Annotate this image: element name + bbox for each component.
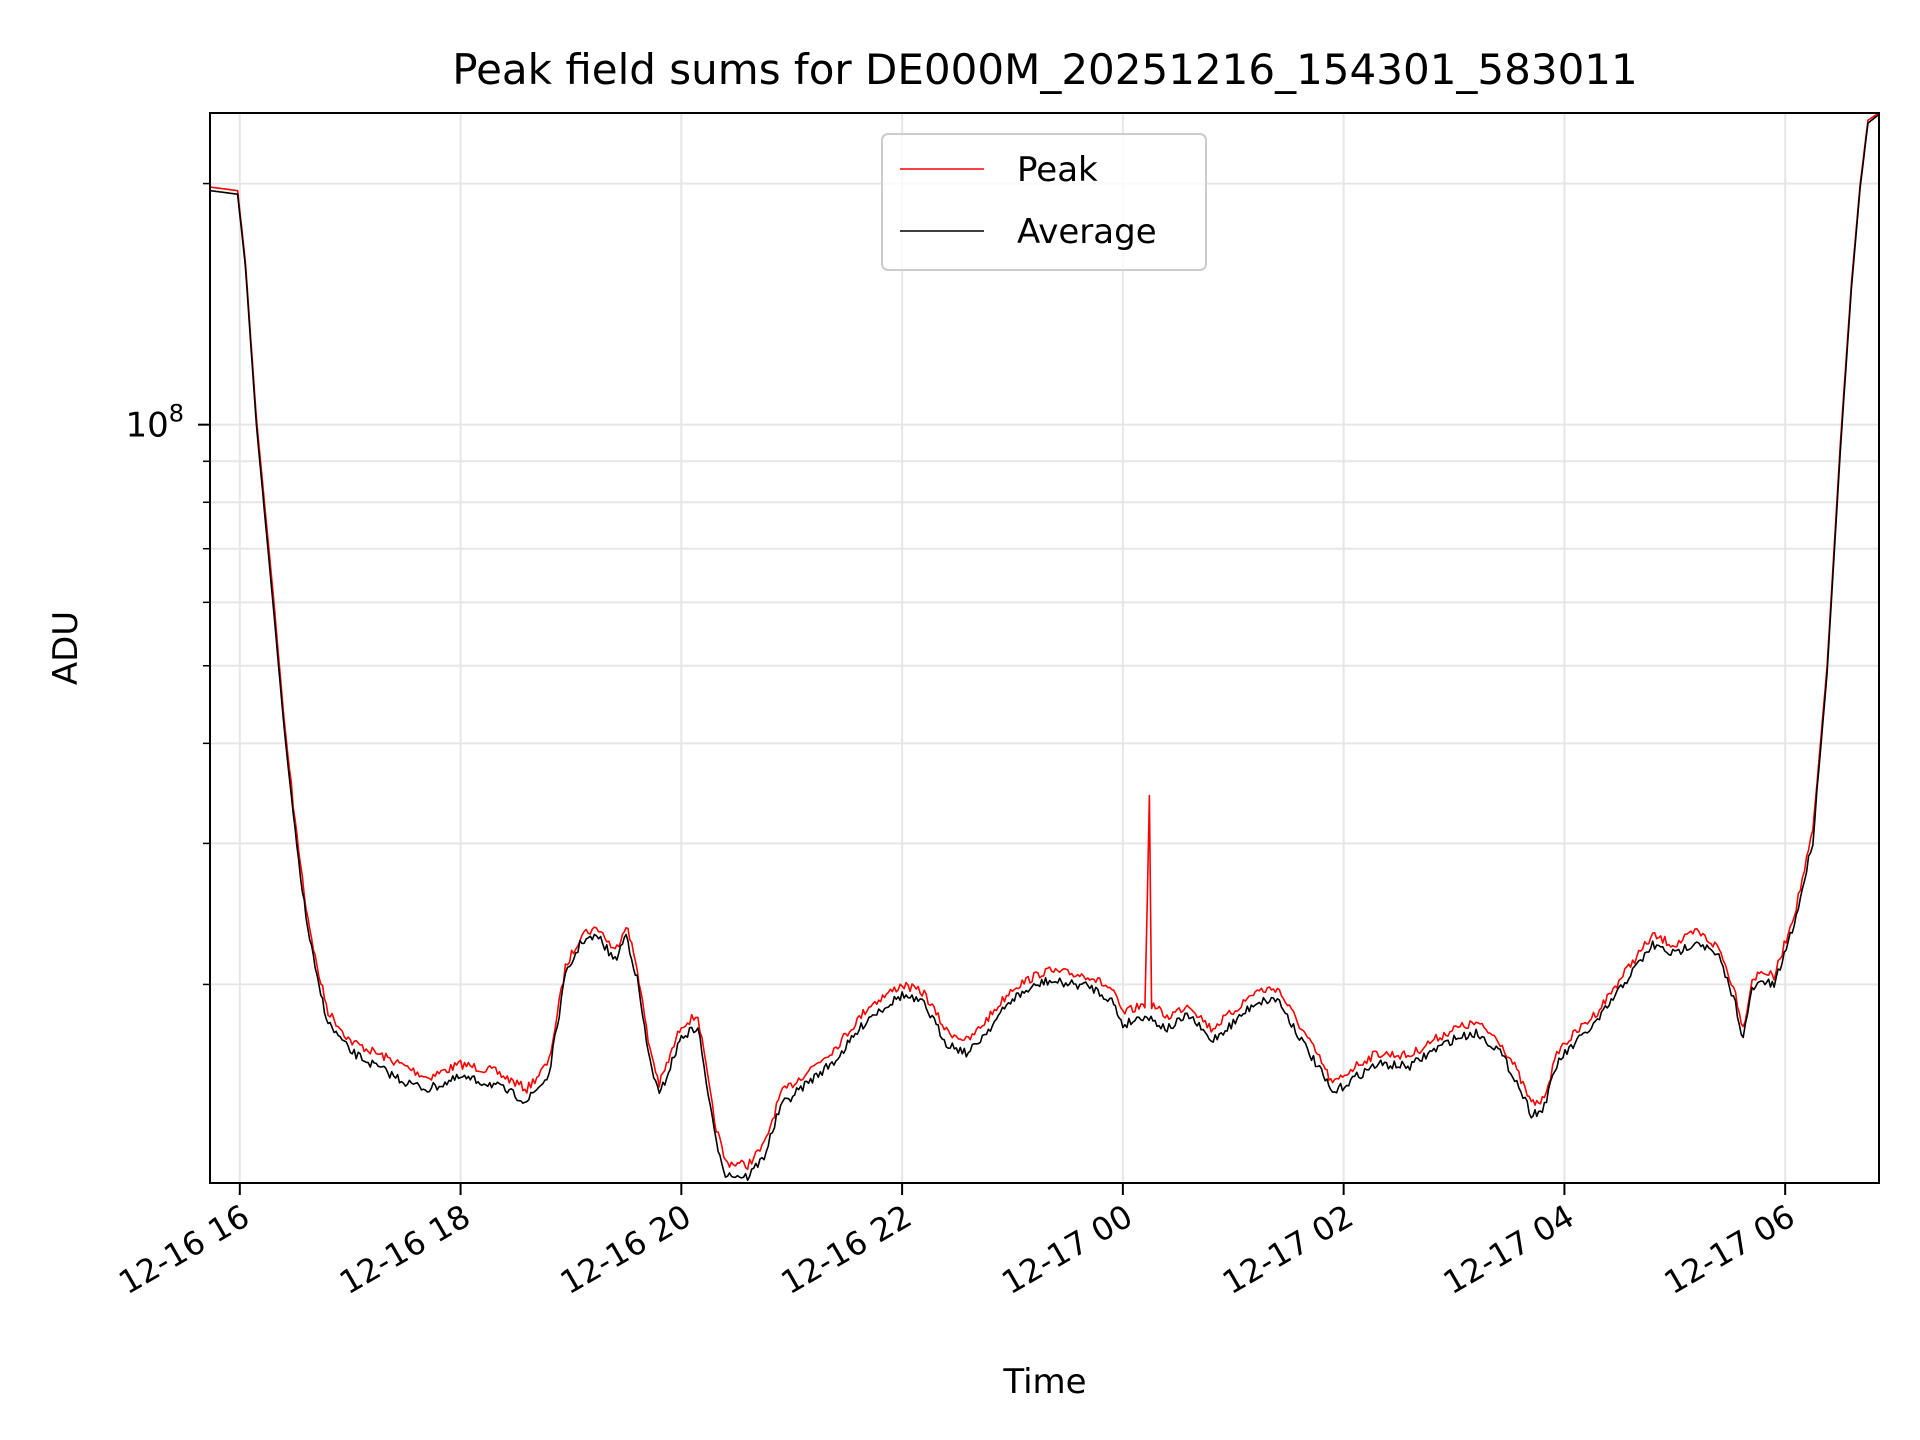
series-layer	[209, 112, 1880, 1182]
y-axis: 108	[125, 182, 210, 986]
legend: Peak Average	[881, 133, 1207, 271]
y-tick-label-exponent: 8	[169, 400, 184, 428]
x-axis-label: Time	[1002, 1362, 1086, 1402]
y-tick-label: 108	[125, 400, 184, 446]
legend-label-average: Average	[1017, 212, 1157, 252]
chart-title: Peak field sums for DE000M_20251216_1543…	[452, 45, 1638, 94]
y-tick-label-base: 10	[125, 406, 168, 446]
legend-label-peak: Peak	[1017, 150, 1098, 190]
y-axis-label: ADU	[46, 611, 86, 685]
legend-box	[881, 133, 1207, 271]
series-line-average	[209, 113, 1880, 1182]
series-line-peak	[209, 112, 1880, 1171]
plot-frame	[209, 112, 1880, 1184]
